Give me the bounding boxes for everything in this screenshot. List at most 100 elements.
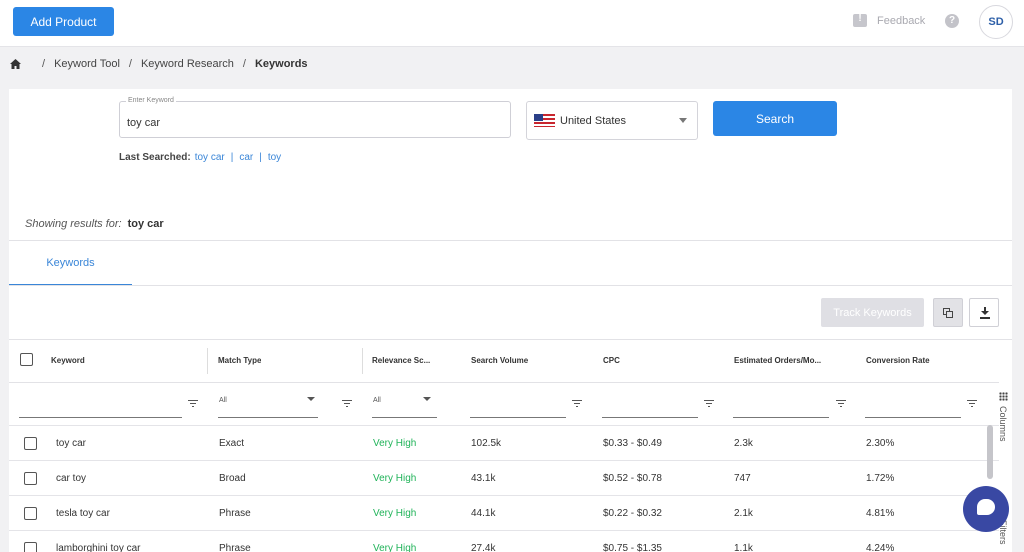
results-summary-term: toy car: [127, 218, 164, 230]
table-row[interactable]: tesla toy car Phrase Very High 44.1k $0.…: [9, 495, 999, 530]
keyword-input[interactable]: Enter Keyword toy car: [119, 97, 511, 138]
cell-match-type: Broad: [219, 473, 246, 484]
cell-relevance: Very High: [373, 473, 417, 484]
chevron-down-icon: [423, 397, 431, 401]
last-searched-link[interactable]: car: [239, 152, 254, 163]
chat-widget-button[interactable]: [963, 486, 1009, 532]
filter-icon[interactable]: [967, 400, 977, 407]
last-searched-divider: |: [230, 152, 234, 163]
avatar[interactable]: SD: [979, 5, 1013, 39]
breadcrumb-item-keyword-tool[interactable]: Keyword Tool: [54, 58, 120, 70]
cell-cpc: $0.52 - $0.78: [603, 473, 662, 484]
cell-search-volume: 27.4k: [471, 543, 496, 552]
filter-icon[interactable]: [188, 400, 198, 407]
columns-icon: [999, 392, 1008, 401]
us-flag-icon: [534, 114, 555, 127]
cell-keyword: lamborghini toy car: [56, 543, 141, 552]
column-header-search-volume[interactable]: Search Volume: [471, 356, 529, 365]
feedback-link[interactable]: Feedback: [853, 13, 926, 27]
last-searched-label: Last Searched:: [119, 152, 191, 163]
cell-cpc: $0.33 - $0.49: [603, 438, 662, 449]
track-keywords-button[interactable]: Track Keywords: [821, 298, 924, 327]
cell-match-type: Phrase: [219, 508, 251, 519]
country-select-value: United States: [560, 114, 627, 127]
download-icon-base: [980, 317, 990, 319]
table-row[interactable]: lamborghini toy car Phrase Very High 27.…: [9, 530, 999, 552]
last-searched-link[interactable]: toy: [267, 152, 282, 163]
divider: [9, 382, 999, 383]
cell-conversion-rate: 2.30%: [866, 438, 895, 449]
search-button[interactable]: Search: [713, 101, 837, 136]
tab-keywords[interactable]: Keywords: [9, 241, 132, 286]
feedback-label: Feedback: [877, 14, 926, 27]
search-volume-filter-input[interactable]: [470, 417, 566, 418]
conversion-filter-input[interactable]: [865, 417, 961, 418]
row-checkbox[interactable]: [24, 542, 37, 552]
select-all-checkbox[interactable]: [20, 353, 33, 366]
divider: [9, 285, 1012, 286]
cell-estimated-orders: 2.1k: [734, 508, 753, 519]
row-checkbox[interactable]: [24, 437, 37, 450]
chevron-down-icon: [307, 397, 315, 401]
table-row[interactable]: car toy Broad Very High 43.1k $0.52 - $0…: [9, 460, 999, 495]
last-searched-link[interactable]: toy car: [194, 152, 225, 163]
help-icon[interactable]: ?: [945, 14, 959, 28]
column-header-conversion-rate[interactable]: Conversion Rate: [866, 356, 930, 365]
column-header-cpc[interactable]: CPC: [603, 356, 620, 365]
column-header-keyword[interactable]: Keyword: [51, 356, 85, 365]
top-bar: Add Product Feedback ? SD: [0, 0, 1024, 47]
column-header-relevance[interactable]: Relevance Sc...: [372, 356, 431, 365]
feedback-icon: [853, 13, 867, 27]
breadcrumb-item-keyword-research[interactable]: Keyword Research: [140, 58, 234, 70]
last-searched: Last Searched: toy car | car | toy: [119, 152, 281, 163]
chat-bubble-icon: [977, 499, 995, 515]
filter-icon[interactable]: [836, 400, 846, 407]
cell-keyword: toy car: [56, 438, 87, 449]
cell-search-volume: 44.1k: [471, 508, 496, 519]
table-scrollbar[interactable]: [987, 425, 993, 479]
filter-icon[interactable]: [342, 400, 352, 407]
cpc-filter-input[interactable]: [602, 417, 698, 418]
add-product-button[interactable]: Add Product: [13, 7, 114, 36]
row-checkbox[interactable]: [24, 472, 37, 485]
home-icon[interactable]: [10, 59, 21, 69]
keyword-input-value[interactable]: toy car: [127, 117, 161, 129]
columns-panel-toggle[interactable]: Columns: [998, 406, 1008, 442]
column-header-estimated-orders[interactable]: Estimated Orders/Mo...: [734, 356, 822, 365]
breadcrumb-current: Keywords: [254, 58, 308, 70]
filter-icon[interactable]: [572, 400, 582, 407]
results-summary: Showing results for: toy car: [25, 218, 164, 230]
copy-button[interactable]: [933, 298, 963, 327]
cell-search-volume: 43.1k: [471, 473, 496, 484]
cell-keyword: car toy: [56, 473, 87, 484]
cell-match-type: Exact: [219, 438, 245, 449]
cell-search-volume: 102.5k: [471, 438, 502, 449]
download-icon-head: [981, 311, 989, 315]
country-select[interactable]: United States: [526, 101, 698, 140]
row-checkbox[interactable]: [24, 507, 37, 520]
copy-icon-front: [946, 311, 953, 318]
keyword-input-label: Enter Keyword: [126, 97, 176, 104]
breadcrumb-separator: /: [128, 58, 132, 70]
cell-relevance: Very High: [373, 438, 417, 449]
relevance-filter-select[interactable]: All: [373, 397, 381, 404]
table-row[interactable]: toy car Exact Very High 102.5k $0.33 - $…: [9, 425, 999, 460]
match-type-filter-underline: [218, 417, 318, 418]
filter-icon[interactable]: [704, 400, 714, 407]
orders-filter-input[interactable]: [733, 417, 829, 418]
download-icon: [984, 307, 986, 314]
download-button[interactable]: [969, 298, 999, 327]
breadcrumb-separator: /: [42, 58, 46, 70]
cell-estimated-orders: 747: [734, 473, 751, 484]
keyword-filter-input[interactable]: [19, 417, 182, 418]
breadcrumb: / Keyword Tool / Keyword Research / Keyw…: [10, 57, 308, 71]
relevance-filter-underline: [372, 417, 437, 418]
filters-panel-toggle[interactable]: Filters: [998, 520, 1008, 545]
column-header-match-type[interactable]: Match Type: [218, 356, 262, 365]
cell-match-type: Phrase: [219, 543, 251, 552]
column-separator[interactable]: [362, 348, 363, 374]
column-separator[interactable]: [207, 348, 208, 374]
divider: [9, 240, 1012, 241]
cell-cpc: $0.75 - $1.35: [603, 543, 662, 552]
match-type-filter-select[interactable]: All: [219, 397, 227, 404]
